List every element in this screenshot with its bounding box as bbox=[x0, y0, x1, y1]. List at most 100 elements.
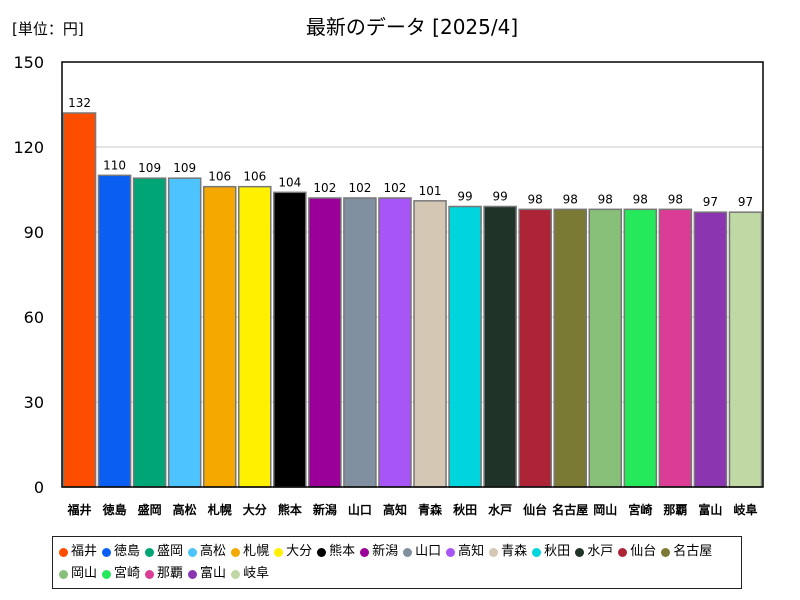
x-tick-label: 高松 bbox=[173, 502, 197, 517]
value-label: 98 bbox=[528, 192, 543, 206]
legend-label: 秋田 bbox=[544, 544, 571, 559]
legend-label: 福井 bbox=[71, 544, 98, 559]
value-label: 104 bbox=[278, 175, 301, 189]
x-tick-label: 宮崎 bbox=[628, 502, 652, 517]
legend-item: 富山 bbox=[188, 563, 226, 585]
legend-swatch bbox=[231, 569, 241, 579]
legend-swatch bbox=[102, 569, 112, 579]
y-tick-label: 90 bbox=[24, 223, 44, 242]
value-label: 98 bbox=[563, 192, 578, 206]
legend-item: 名古屋 bbox=[661, 541, 712, 563]
value-label: 102 bbox=[313, 181, 336, 195]
legend-label: 青森 bbox=[501, 544, 528, 559]
bars bbox=[62, 112, 763, 488]
grid-lines bbox=[62, 61, 763, 488]
bar-宮崎 bbox=[623, 208, 658, 488]
bar-岐阜 bbox=[728, 211, 763, 488]
legend-swatch bbox=[317, 547, 327, 557]
legend-label: 盛岡 bbox=[157, 544, 184, 559]
legend-swatch bbox=[231, 547, 241, 557]
legend-label: 徳島 bbox=[114, 544, 141, 559]
legend-label: 高松 bbox=[200, 544, 227, 559]
value-label: 99 bbox=[492, 190, 507, 204]
x-tick-label: 札幌 bbox=[207, 502, 232, 517]
legend-item: 熊本 bbox=[317, 541, 355, 563]
x-tick-label: 大分 bbox=[243, 502, 267, 517]
unit-label: [単位：円] bbox=[12, 20, 84, 38]
x-tick-label: 山口 bbox=[348, 502, 372, 517]
y-axis-ticks: 0 30 60 90 120 150 bbox=[13, 53, 44, 497]
bar-福井 bbox=[62, 112, 97, 488]
legend-label: 宮崎 bbox=[114, 566, 141, 581]
legend-swatch bbox=[274, 547, 284, 557]
legend-swatch bbox=[188, 547, 198, 557]
y-tick-label: 30 bbox=[24, 393, 44, 412]
y-tick-label: 0 bbox=[34, 478, 44, 497]
value-label: 106 bbox=[243, 170, 266, 184]
x-tick-label: 盛岡 bbox=[138, 502, 162, 517]
value-label: 102 bbox=[384, 181, 407, 195]
value-label: 98 bbox=[633, 192, 648, 206]
bar-岡山 bbox=[588, 208, 623, 488]
value-label: 97 bbox=[738, 195, 753, 209]
legend-swatch bbox=[661, 547, 671, 557]
legend-swatch bbox=[59, 569, 68, 579]
value-label: 102 bbox=[348, 181, 371, 195]
x-tick-label: 高知 bbox=[383, 502, 407, 517]
legend-swatch bbox=[489, 547, 499, 557]
x-tick-label: 熊本 bbox=[278, 502, 302, 517]
y-tick-label: 120 bbox=[13, 138, 44, 157]
legend-label: 岐阜 bbox=[243, 566, 270, 581]
legend-swatch bbox=[403, 547, 413, 557]
value-label: 101 bbox=[419, 184, 442, 198]
legend-item: 福井 bbox=[59, 541, 97, 563]
chart-title: 最新のデータ [2025/4] bbox=[306, 15, 518, 39]
bar-水戸 bbox=[483, 205, 517, 488]
value-label: 99 bbox=[457, 190, 472, 204]
legend-label: 大分 bbox=[286, 544, 313, 559]
bar-高松 bbox=[167, 177, 202, 488]
x-tick-label: 福井 bbox=[67, 502, 92, 517]
x-tick-label: 青森 bbox=[418, 502, 443, 517]
legend-swatch bbox=[145, 569, 155, 579]
legend-swatch bbox=[59, 547, 68, 557]
legend-swatch bbox=[145, 547, 155, 557]
y-tick-label: 60 bbox=[24, 308, 44, 327]
bar-富山 bbox=[693, 211, 728, 488]
legend: 福井 徳島 盛岡 高松 札幌 大分 熊本 新潟 山口 高知 青森 秋田 水戸 仙台 名古屋 岡山 宮崎 那覇 富山 岐… bbox=[52, 536, 742, 589]
value-label: 109 bbox=[173, 161, 196, 175]
legend-label: 那覇 bbox=[157, 566, 184, 581]
bar-chart: [単位：円] 最新のデータ [2025/4] 132 110 109 109 106 10… bbox=[12, 15, 764, 517]
bar-熊本 bbox=[273, 191, 307, 488]
x-tick-label: 秋田 bbox=[453, 502, 477, 517]
value-label: 110 bbox=[103, 158, 126, 172]
legend-label: 札幌 bbox=[243, 544, 270, 559]
legend-label: 山口 bbox=[415, 544, 442, 559]
legend-label: 岡山 bbox=[71, 566, 98, 581]
legend-item: 山口 bbox=[403, 541, 441, 563]
value-label: 98 bbox=[598, 192, 613, 206]
value-label: 109 bbox=[138, 161, 161, 175]
x-tick-label: 富山 bbox=[698, 502, 722, 517]
bar-札幌 bbox=[202, 185, 237, 488]
legend-item: 高松 bbox=[188, 541, 226, 563]
legend-swatch bbox=[188, 569, 198, 579]
x-axis-ticks: 福井 徳島 盛岡 高松 札幌 大分 熊本 新潟 山口 高知 青森 秋田 水戸 仙台 名古屋 岡山 宮崎 那覇 富山岐… bbox=[67, 502, 758, 517]
bar-秋田 bbox=[448, 205, 482, 488]
legend-label: 熊本 bbox=[329, 544, 356, 559]
value-labels: 132 110 109 109 106 106 104 102 102 102 101 99 99 98 9… bbox=[68, 96, 753, 209]
legend-label: 水戸 bbox=[587, 544, 614, 559]
bar-徳島 bbox=[97, 174, 132, 488]
value-label: 98 bbox=[668, 192, 683, 206]
x-tick-label: 仙台 bbox=[523, 502, 547, 517]
bar-名古屋 bbox=[553, 208, 588, 488]
bar-盛岡 bbox=[132, 177, 167, 488]
bar-山口 bbox=[343, 197, 377, 488]
legend-item: 徳島 bbox=[102, 541, 140, 563]
legend-item: 大分 bbox=[274, 541, 312, 563]
x-tick-label: 那覇 bbox=[663, 503, 687, 517]
legend-item: 青森 bbox=[489, 541, 527, 563]
legend-swatch bbox=[360, 547, 370, 557]
plot-area-frame bbox=[61, 61, 764, 488]
legend-item: 秋田 bbox=[532, 541, 570, 563]
